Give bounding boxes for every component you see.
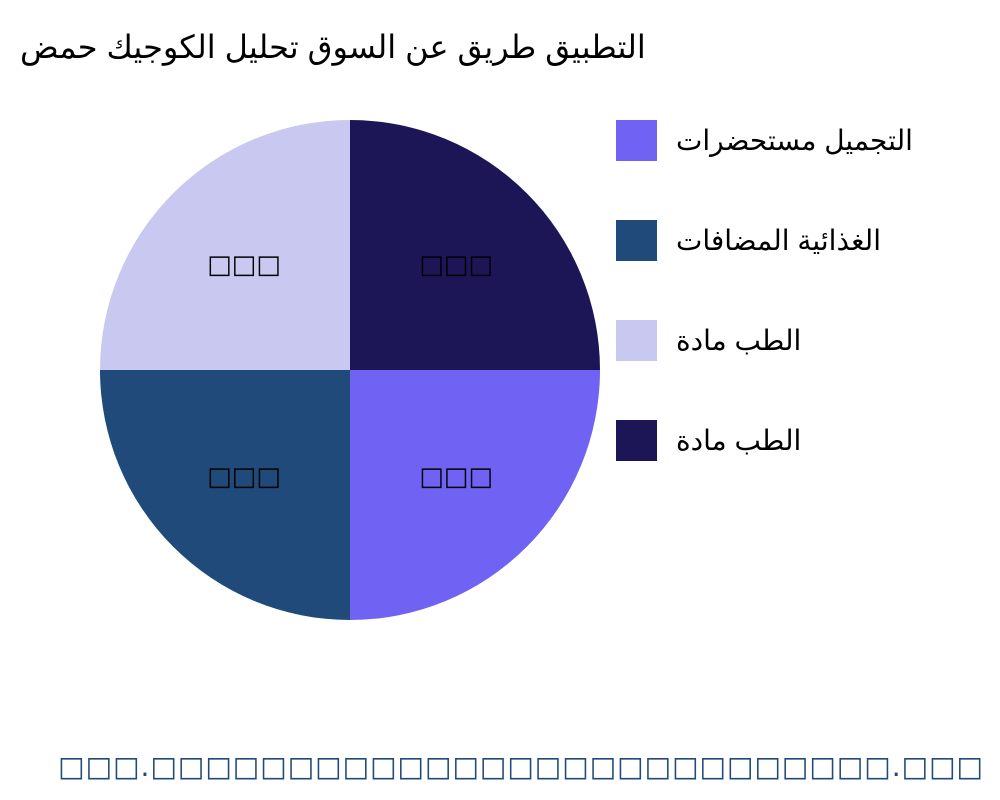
legend-label: مادة الطب <box>676 323 802 357</box>
legend-label: مستحضرات التجميل <box>676 123 913 157</box>
pie-slice <box>100 370 350 620</box>
legend-label: المضافات الغذائية <box>676 223 881 257</box>
chart-title: حمض الكوجيك تحليل السوق عن طريق التطبيق <box>20 28 646 66</box>
pie-slice <box>100 120 350 370</box>
legend-label: مادة الطب <box>676 423 802 457</box>
legend-item: مادة الطب <box>616 319 802 361</box>
legend-item: مادة الطب <box>616 419 802 461</box>
slice-label: □□□ <box>419 462 493 492</box>
legend-swatch <box>616 119 657 161</box>
legend-swatch <box>616 219 657 261</box>
legend-swatch <box>616 419 657 461</box>
legend-item: مستحضرات التجميل <box>616 119 913 161</box>
slice-label: □□□ <box>419 250 493 280</box>
slice-label: □□□ <box>207 250 281 280</box>
footer-watermark: □□□.□□□□□□□□□□□□□□□□□□□□□□□□□□□.□□□ <box>58 750 984 783</box>
legend-item: المضافات الغذائية <box>616 219 881 261</box>
pie-slice <box>350 370 600 620</box>
legend-swatch <box>616 319 657 361</box>
slice-label: □□□ <box>207 462 281 492</box>
pie-slice <box>350 120 600 370</box>
